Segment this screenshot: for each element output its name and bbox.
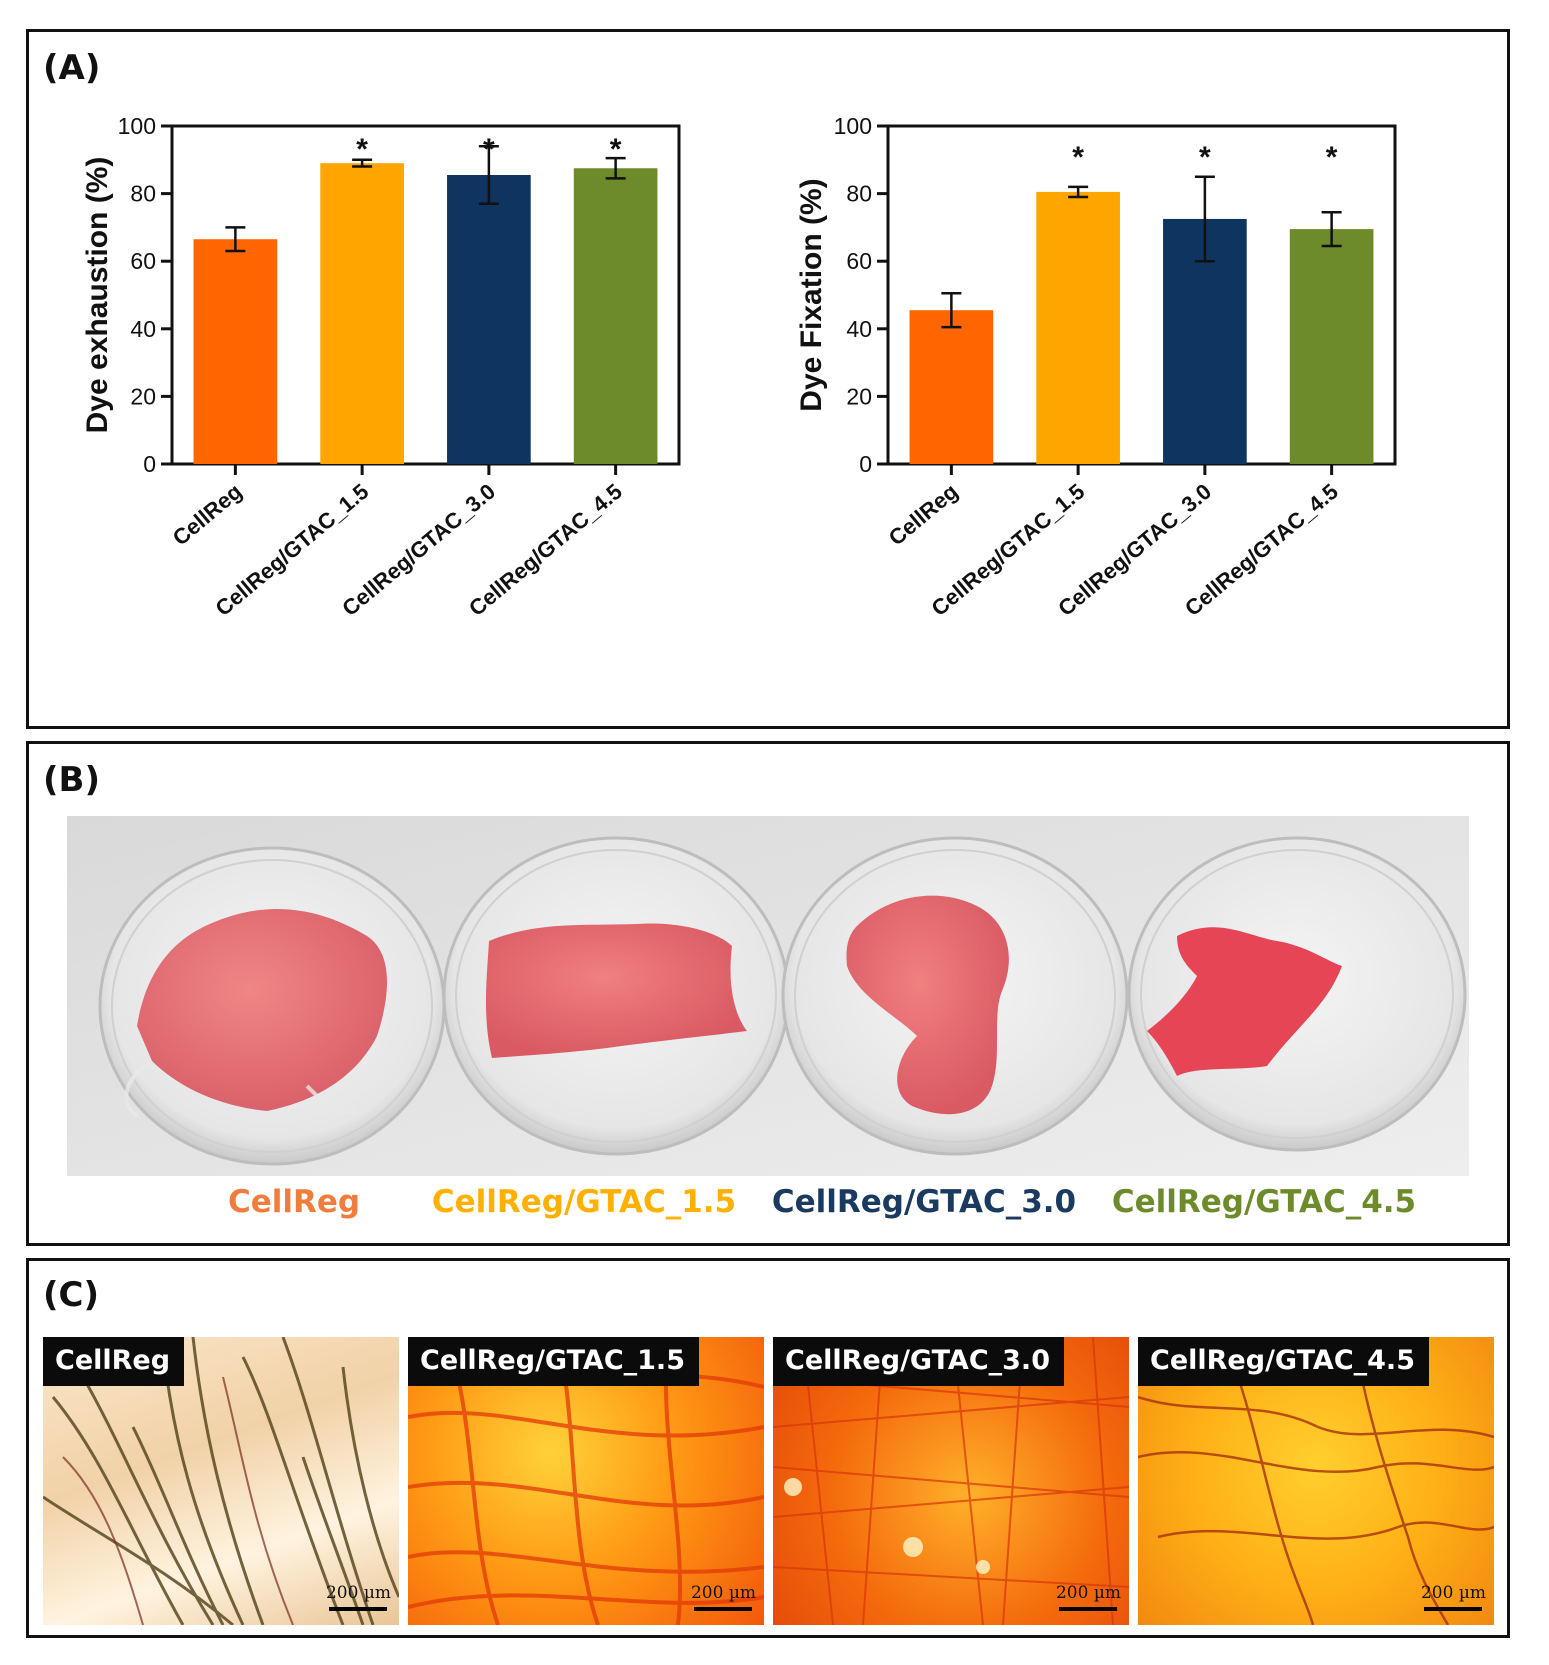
y-tick-label: 100 (118, 113, 156, 139)
caption-cellreg: CellReg (227, 1184, 361, 1220)
y-tick-label: 40 (846, 316, 872, 342)
y-tick-label: 60 (846, 248, 872, 274)
scale-text-gtac-4-5: 200 µm (1420, 1583, 1486, 1603)
panel-c: (C) CellReg 200 µm (26, 1258, 1510, 1638)
y-tick-label: 0 (859, 451, 872, 477)
significance-marker: * (1072, 141, 1084, 174)
bar-2 (1036, 191, 1120, 464)
petri-dish-gtac-4-5 (1127, 836, 1467, 1152)
scale-text-gtac-1-5: 200 µm (690, 1583, 756, 1603)
micrograph-label-cellreg: CellReg (43, 1337, 185, 1386)
y-axis-label: Dye Fixation (%) (795, 178, 828, 411)
plot-frame (886, 124, 1397, 466)
petri-dish-cellreg (98, 846, 446, 1166)
micrograph-cellreg: CellReg 200 µm (43, 1337, 399, 1625)
panel-a: (A) 0 20 40 60 80 100 Dye exhaustion (%) CellRe… (26, 29, 1510, 729)
micrograph-gtac-3-0: CellReg/GTAC_3.0 200 µm (773, 1337, 1129, 1625)
panel-c-label: (C) (43, 1275, 100, 1315)
micrograph-label-gtac-3-0: CellReg/GTAC_3.0 (773, 1337, 1064, 1386)
caption-gtac-4-5: CellReg/GTAC_4.5 (1111, 1184, 1417, 1220)
y-tick-label: 40 (130, 316, 156, 342)
significance-marker: * (1199, 141, 1211, 174)
y-tick-label: 0 (143, 451, 156, 477)
caption-gtac-1-5: CellReg/GTAC_1.5 (431, 1184, 737, 1220)
scale-text-cellreg: 200 µm (325, 1583, 391, 1603)
scale-bar-gtac-3-0 (1059, 1607, 1117, 1611)
panel-b-label: (B) (43, 760, 100, 800)
petri-dish-gtac-1-5 (442, 836, 790, 1156)
micrograph-label-gtac-4-5: CellReg/GTAC_4.5 (1138, 1337, 1429, 1386)
panel-b: (B) (26, 741, 1510, 1246)
significance-marker: * (1326, 141, 1338, 174)
bar-4 (573, 168, 658, 464)
significance-marker: * (483, 133, 495, 166)
y-tick-label: 100 (834, 113, 872, 139)
micrograph-gtac-4-5: CellReg/GTAC_4.5 200 µm (1138, 1337, 1494, 1625)
bar-3 (447, 175, 531, 464)
petri-dish-photo (67, 816, 1469, 1176)
y-tick-label: 80 (130, 181, 156, 207)
petri-dish-gtac-3-0 (781, 836, 1129, 1156)
scale-bar-gtac-1-5 (694, 1607, 752, 1611)
fiber-texture (43, 1337, 399, 1625)
scale-bar-gtac-4-5 (1424, 1607, 1482, 1611)
micrograph-gtac-1-5: CellReg/GTAC_1.5 200 µm (408, 1337, 764, 1625)
bar-2 (320, 163, 404, 464)
y-axis-label: Dye exhaustion (%) (81, 157, 114, 434)
bar-4 (1289, 229, 1374, 464)
y-tick-label: 80 (846, 181, 872, 207)
panel-a-label: (A) (43, 48, 101, 88)
x-tick-label: CellReg (884, 479, 963, 551)
scale-bar-cellreg (329, 1607, 387, 1611)
y-tick-label: 20 (130, 383, 156, 409)
plot-frame (170, 124, 681, 466)
significance-marker: * (610, 133, 622, 166)
bar-1 (193, 239, 278, 464)
y-tick-label: 60 (130, 248, 156, 274)
micrograph-label-gtac-1-5: CellReg/GTAC_1.5 (408, 1337, 699, 1386)
x-tick-label: CellReg (168, 479, 247, 551)
scale-text-gtac-3-0: 200 µm (1055, 1583, 1121, 1603)
fiber-texture (1138, 1356, 1494, 1625)
bar-1 (909, 310, 994, 464)
caption-gtac-3-0: CellReg/GTAC_3.0 (771, 1184, 1077, 1220)
significance-marker: * (356, 133, 368, 166)
y-tick-label: 20 (846, 383, 872, 409)
